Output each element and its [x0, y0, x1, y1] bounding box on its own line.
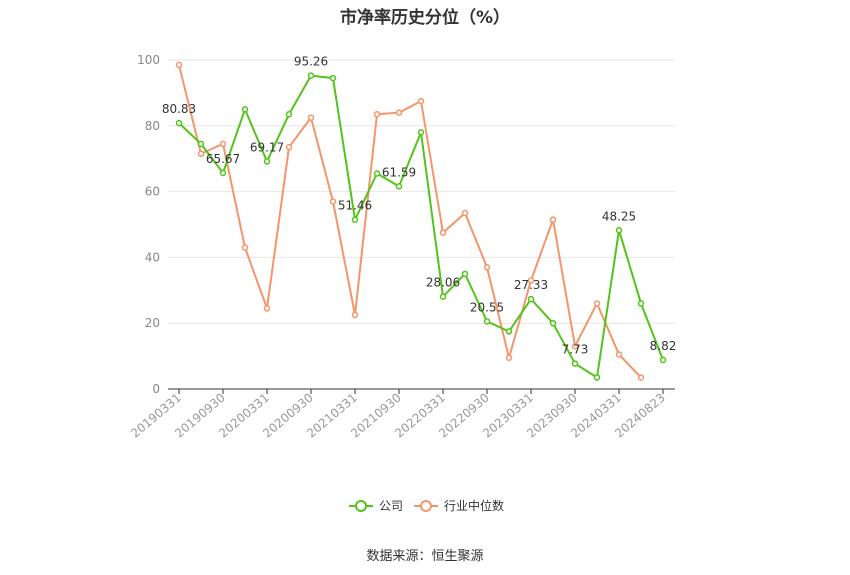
- data-point: [593, 300, 601, 307]
- data-point: [593, 374, 601, 381]
- data-point: [527, 295, 535, 303]
- data-label: 95.26: [294, 55, 328, 69]
- legend-marker-icon: [420, 500, 432, 512]
- data-point: [549, 319, 557, 327]
- legend-item[interactable]: 公司: [349, 499, 403, 513]
- data-point: [637, 300, 645, 307]
- data-point: [307, 72, 315, 79]
- data-label: 20.55: [470, 300, 504, 314]
- data-point: [241, 244, 249, 251]
- data-point: [373, 170, 381, 177]
- data-label: 51.46: [338, 199, 372, 213]
- data-point: [285, 111, 293, 118]
- data-point: [329, 74, 337, 82]
- data-point: [615, 351, 623, 358]
- data-point: [175, 119, 183, 127]
- data-label: 48.25: [602, 209, 636, 223]
- source-note: 数据来源：恒生聚源: [366, 549, 484, 564]
- data-label: 65.67: [206, 152, 240, 166]
- data-point: [197, 140, 205, 148]
- data-point: [219, 169, 227, 177]
- data-point: [439, 229, 447, 236]
- data-point: [285, 143, 293, 151]
- data-label: 69.17: [250, 140, 284, 154]
- data-label: 8.82: [650, 339, 677, 353]
- data-point: [571, 342, 579, 350]
- legend-marker-icon: [355, 500, 367, 512]
- data-point: [439, 293, 447, 300]
- data-point: [329, 198, 337, 205]
- data-point: [219, 140, 227, 148]
- series-line: [178, 74, 664, 379]
- data-point: [527, 277, 535, 284]
- data-point: [549, 216, 557, 223]
- data-labels: 80.83 65.67 69.17 95.26 51.46 61.59 28.06 20.55…: [162, 55, 677, 357]
- data-point: [263, 305, 271, 312]
- data-point: [417, 129, 425, 136]
- data-point: [395, 183, 403, 190]
- legend-label: 公司: [379, 499, 403, 513]
- y-tick-label: 0: [152, 382, 160, 396]
- data-point: [395, 109, 403, 116]
- legend-item[interactable]: 行业中位数: [414, 498, 504, 513]
- data-point: [505, 328, 513, 335]
- data-point: [571, 360, 579, 367]
- data-point: [373, 111, 381, 118]
- data-label: 28.06: [426, 276, 460, 290]
- data-point: [417, 97, 425, 105]
- data-point: [263, 158, 271, 165]
- legend-label: 行业中位数: [444, 498, 504, 513]
- y-tick-label: 100: [137, 53, 160, 67]
- data-label: 61.59: [382, 165, 416, 179]
- data-point: [483, 318, 491, 325]
- data-point: [175, 61, 183, 69]
- legend: 公司 行业中位数: [349, 498, 504, 513]
- data-point: [505, 354, 513, 361]
- y-tick-label: 60: [145, 185, 160, 199]
- y-tick-label: 80: [145, 119, 160, 133]
- data-point: [461, 209, 469, 217]
- data-point: [197, 150, 205, 158]
- data-point: [307, 114, 315, 121]
- data-label: 27.33: [514, 278, 548, 292]
- chart-title: 市净率历史分位（%）: [339, 8, 511, 28]
- data-point: [615, 227, 623, 234]
- data-point: [637, 374, 645, 381]
- y-tick-label: 20: [145, 316, 160, 330]
- data-point: [483, 264, 491, 271]
- data-label: 80.83: [162, 102, 196, 116]
- y-tick-label: 40: [145, 250, 160, 264]
- series-line: [178, 64, 642, 379]
- data-point: [461, 270, 469, 278]
- data-point: [659, 356, 667, 364]
- grid-lines: [168, 59, 675, 324]
- data-label: 7.73: [562, 343, 589, 357]
- data-point: [351, 311, 359, 319]
- data-point: [351, 216, 359, 223]
- series-lines: [175, 61, 667, 381]
- data-point: [241, 106, 249, 113]
